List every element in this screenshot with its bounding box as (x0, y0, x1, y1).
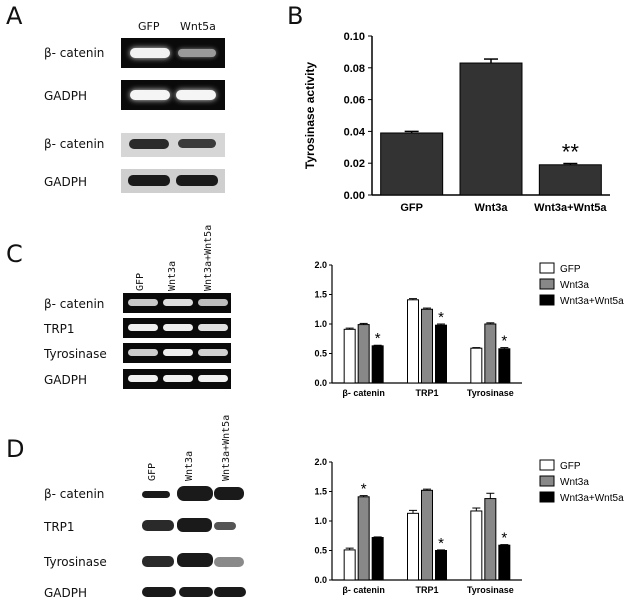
x-tick-label: Tyrosinase (467, 388, 514, 398)
significance-marker: ** (562, 140, 580, 165)
bar (470, 347, 483, 384)
significance-marker: * (501, 333, 507, 350)
y-tick-label: 0.10 (344, 31, 365, 43)
x-tick-label: GFP (400, 202, 423, 214)
panel-letter-c: C (6, 240, 23, 268)
col-label-wnt5a: Wnt5a (180, 20, 216, 33)
legend-label: GFP (560, 461, 581, 472)
x-tick-label: β- catenin (342, 388, 385, 398)
col-label-gfp: GFP (138, 20, 160, 33)
col-label-d-wnt3a-wnt5a: Wnt3a+Wnt5a (221, 414, 232, 481)
bar (371, 345, 384, 384)
x-tick-label: Tyrosinase (467, 585, 514, 595)
bar (459, 62, 523, 196)
bar (435, 550, 447, 581)
y-tick-label: 1.0 (314, 319, 327, 329)
legend-swatch (539, 262, 555, 274)
bar (407, 299, 419, 384)
col-label-d-wnt3a: Wnt3a (184, 450, 195, 481)
row-label-a-gadph-wb: GADPH (44, 175, 88, 189)
bar (421, 489, 433, 581)
bar (357, 496, 370, 581)
bar (343, 549, 356, 581)
bar (421, 308, 433, 384)
row-label-c-beta-catenin: β- catenin (44, 297, 105, 311)
col-label-d-gfp: GFP (147, 462, 158, 481)
y-tick-label: 0.06 (344, 95, 365, 107)
col-label-c-gfp: GFP (135, 272, 146, 291)
row-label-c-trp1: TRP1 (44, 322, 75, 336)
y-tick-label: 0.08 (344, 63, 365, 75)
bar (538, 164, 602, 196)
y-tick-label: 2.0 (314, 260, 327, 270)
row-label-a-beta-catenin-wb: β- catenin (44, 137, 105, 151)
panel-letter-b: B (287, 2, 304, 30)
bar (357, 324, 370, 384)
legend-swatch (539, 491, 555, 503)
significance-marker: * (361, 481, 367, 498)
significance-marker: * (438, 309, 444, 326)
significance-marker: * (438, 535, 444, 552)
x-tick-label: β- catenin (342, 585, 385, 595)
legend-label: Wnt3a+Wnt5a (560, 493, 624, 504)
legend-swatch (539, 459, 555, 471)
bar (380, 132, 444, 196)
bar (498, 348, 511, 384)
y-tick-label: 0.04 (344, 126, 366, 138)
col-label-c-wnt3a: Wnt3a (167, 260, 178, 291)
y-tick-label: 2.0 (314, 457, 327, 467)
bar (371, 537, 384, 581)
legend-label: Wnt3a+Wnt5a (560, 296, 624, 307)
chart-c: 0.0 0.5 1.0 1.5 2.0 * β- catenin * TRP1 * Tyrosina… (314, 260, 624, 398)
y-tick-label: 0.5 (314, 546, 327, 556)
legend-label: Wnt3a (560, 477, 589, 488)
row-label-a-gadph: GADPH (44, 89, 88, 103)
x-tick-label: TRP1 (415, 585, 438, 595)
x-tick-label: Wnt3a (475, 202, 509, 214)
row-label-d-trp1: TRP1 (44, 520, 75, 534)
y-tick-label: 1.5 (314, 290, 327, 300)
chart-b: 0.00 0.02 0.04 0.06 0.08 0.10 Tyrosinase activ… (303, 31, 610, 214)
y-tick-label: 1.5 (314, 487, 327, 497)
row-label-c-tyrosinase: Tyrosinase (44, 347, 107, 361)
y-tick-label: 1.0 (314, 516, 327, 526)
legend-label: GFP (560, 264, 581, 275)
y-tick-label: 0.00 (344, 190, 365, 202)
y-tick-label: 0.0 (314, 378, 327, 388)
legend-swatch (539, 475, 555, 487)
row-label-c-gadph: GADPH (44, 373, 88, 387)
x-tick-label: Wnt3a+Wnt5a (534, 202, 607, 214)
bar (407, 512, 419, 581)
bar (484, 323, 497, 384)
row-label-d-gadph: GADPH (44, 586, 88, 600)
row-label-d-tyrosinase: Tyrosinase (44, 555, 107, 569)
legend-swatch (539, 278, 555, 290)
x-tick-label: TRP1 (415, 388, 438, 398)
col-label-c-wnt3a-wnt5a: Wnt3a+Wnt5a (203, 224, 214, 291)
bar (498, 544, 511, 581)
bar (470, 510, 483, 581)
significance-marker: * (501, 530, 507, 547)
bar (435, 324, 447, 384)
row-label-d-beta-catenin: β- catenin (44, 487, 105, 501)
panel-letter-a: A (6, 2, 23, 30)
bar (343, 328, 356, 384)
significance-marker: * (375, 330, 381, 347)
y-axis-label: Tyrosinase activity (303, 62, 317, 169)
panel-letter-d: D (6, 435, 25, 463)
bar (484, 498, 497, 581)
y-tick-label: 0.5 (314, 349, 327, 359)
legend-swatch (539, 294, 555, 306)
chart-d: 0.0 0.5 1.0 1.5 2.0 * β- catenin * TRP1 * Tyrosina… (314, 457, 624, 595)
legend-label: Wnt3a (560, 280, 589, 291)
row-label-a-beta-catenin: β- catenin (44, 46, 105, 60)
y-tick-label: 0.0 (314, 575, 327, 585)
y-tick-label: 0.02 (344, 158, 365, 170)
